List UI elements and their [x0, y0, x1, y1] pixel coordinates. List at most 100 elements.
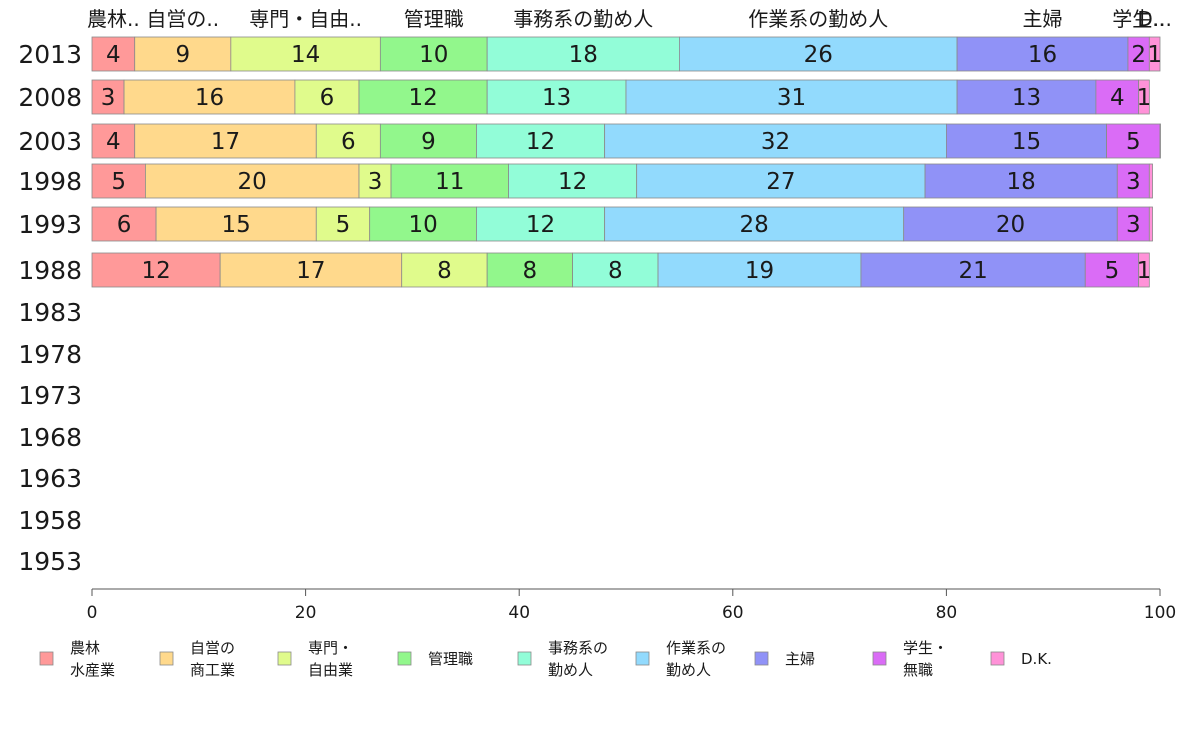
bar-value-label: 15: [222, 212, 251, 238]
bar-value-label: 1: [1137, 85, 1152, 111]
column-header-label: 事務系の勤め人: [513, 7, 653, 31]
column-header-label: 自営の..: [146, 7, 219, 31]
bar-value-label: 5: [1126, 129, 1141, 155]
bar-segment: [91, 36, 136, 72]
bar-value-label: 16: [1028, 42, 1057, 68]
legend-swatch: [39, 651, 54, 666]
legend-swatch: [517, 651, 532, 666]
bar-value-label: 13: [542, 85, 571, 111]
bar-segment: [1159, 123, 1161, 159]
bar-value-label: 2: [1131, 42, 1146, 68]
bar-value-label: 4: [106, 129, 121, 155]
column-header-labels: 農林.. 自営の.. 専門・自由.. 管理職 事務系の勤め人 作業系の勤め人 主婦 学生..D…: [87, 7, 1172, 31]
year-label: 1958: [18, 506, 82, 535]
bar-segment: [1138, 252, 1150, 288]
year-label: 1968: [18, 423, 82, 452]
bar-segment: [294, 79, 360, 115]
legend-label: 事務系の勤め人: [548, 639, 608, 679]
bar-segment: [1148, 36, 1161, 72]
bar-segment: [315, 206, 371, 242]
bar-value-label: 5: [111, 169, 126, 195]
bar-value-label: 8: [437, 258, 452, 284]
bar-value-label: 20: [238, 169, 267, 195]
bar-segment: [604, 123, 947, 159]
bar-value-label: 4: [1110, 85, 1125, 111]
legend-swatch: [277, 651, 292, 666]
bar-segment: [315, 123, 381, 159]
column-header-label: 作業系の勤め人: [748, 7, 888, 31]
x-tick-label: 20: [295, 603, 317, 623]
bar-segment: [636, 163, 926, 199]
bar-segment: [134, 36, 232, 72]
bar-value-label: 3: [1126, 212, 1141, 238]
bar-value-label: 31: [777, 85, 806, 111]
bar-segment: [155, 206, 317, 242]
legend-label: 主婦: [785, 650, 815, 668]
x-axis: 0 20 40 60 80 100: [87, 588, 1176, 623]
column-header-label: 農林..: [87, 7, 140, 31]
bar-value-label: 6: [117, 212, 132, 238]
bar-value-label: 17: [296, 258, 325, 284]
bar-segment: [508, 163, 638, 199]
bar-segment: [1095, 79, 1140, 115]
legend-swatch: [397, 651, 412, 666]
bar-segment: [903, 206, 1118, 242]
bar-value-label: 9: [175, 42, 190, 68]
bar-value-label: 20: [996, 212, 1025, 238]
x-tick-label: 40: [508, 603, 530, 623]
bar-segment: [379, 123, 477, 159]
bar-segment: [1148, 163, 1153, 199]
bar-value-label: 15: [1012, 129, 1041, 155]
bar-value-label: 6: [320, 85, 335, 111]
bar-value-label: 12: [558, 169, 587, 195]
year-label: 1983: [18, 298, 82, 327]
bar-segment: [144, 163, 360, 199]
bar-segment: [134, 123, 317, 159]
legend-label: 農林水産業: [70, 639, 115, 679]
bar-segment: [956, 36, 1129, 72]
column-header-label: 主婦: [1023, 7, 1063, 31]
bar-segment: [358, 79, 488, 115]
bar-value-label: 3: [368, 169, 383, 195]
year-label: 1978: [18, 340, 82, 369]
year-label: 1988: [18, 256, 82, 285]
bar-value-label: 18: [569, 42, 598, 68]
bar-value-label: 1: [1147, 42, 1162, 68]
bar-segment: [956, 79, 1097, 115]
bar-segment: [1116, 163, 1150, 199]
bars: 4 9 14 10 18 26 16 2 13 16 6 12 13 31 13 4 14 17 6 9 12 32 15 5…: [91, 36, 1162, 288]
year-label: 1953: [18, 547, 82, 576]
bar-value-label: 32: [761, 129, 790, 155]
bar-segment: [572, 252, 659, 288]
bar-value-label: 12: [408, 85, 437, 111]
bar-segment: [625, 79, 958, 115]
x-tick-label: 60: [722, 603, 744, 623]
bar-segment: [358, 163, 392, 199]
legend-label: 専門・自由業: [308, 639, 353, 679]
bar-value-label: 8: [608, 258, 623, 284]
year-label: 1973: [18, 381, 82, 410]
legend-swatch: [990, 651, 1005, 666]
column-header-label: 管理職: [404, 7, 464, 31]
bar-segment: [379, 36, 488, 72]
year-label: 2013: [18, 40, 82, 69]
legend-label: D.K.: [1021, 650, 1052, 668]
year-label: 2003: [18, 127, 82, 156]
x-tick-label: 80: [936, 603, 958, 623]
bar-segment: [1106, 123, 1161, 159]
bar-value-label: 12: [526, 212, 555, 238]
bar-segment: [679, 36, 958, 72]
bar-value-label: 17: [211, 129, 240, 155]
bar-segment: [390, 163, 509, 199]
bar-segment: [1148, 206, 1153, 242]
bar-value-label: 10: [419, 42, 448, 68]
bar-segment: [860, 252, 1086, 288]
bar-value-label: 5: [336, 212, 351, 238]
bar-value-label: 26: [804, 42, 833, 68]
year-label: 1993: [18, 210, 82, 239]
bar-value-label: 21: [958, 258, 987, 284]
year-label: 2008: [18, 83, 82, 112]
bar-value-label: 12: [141, 258, 170, 284]
bar-value-label: 11: [435, 169, 464, 195]
